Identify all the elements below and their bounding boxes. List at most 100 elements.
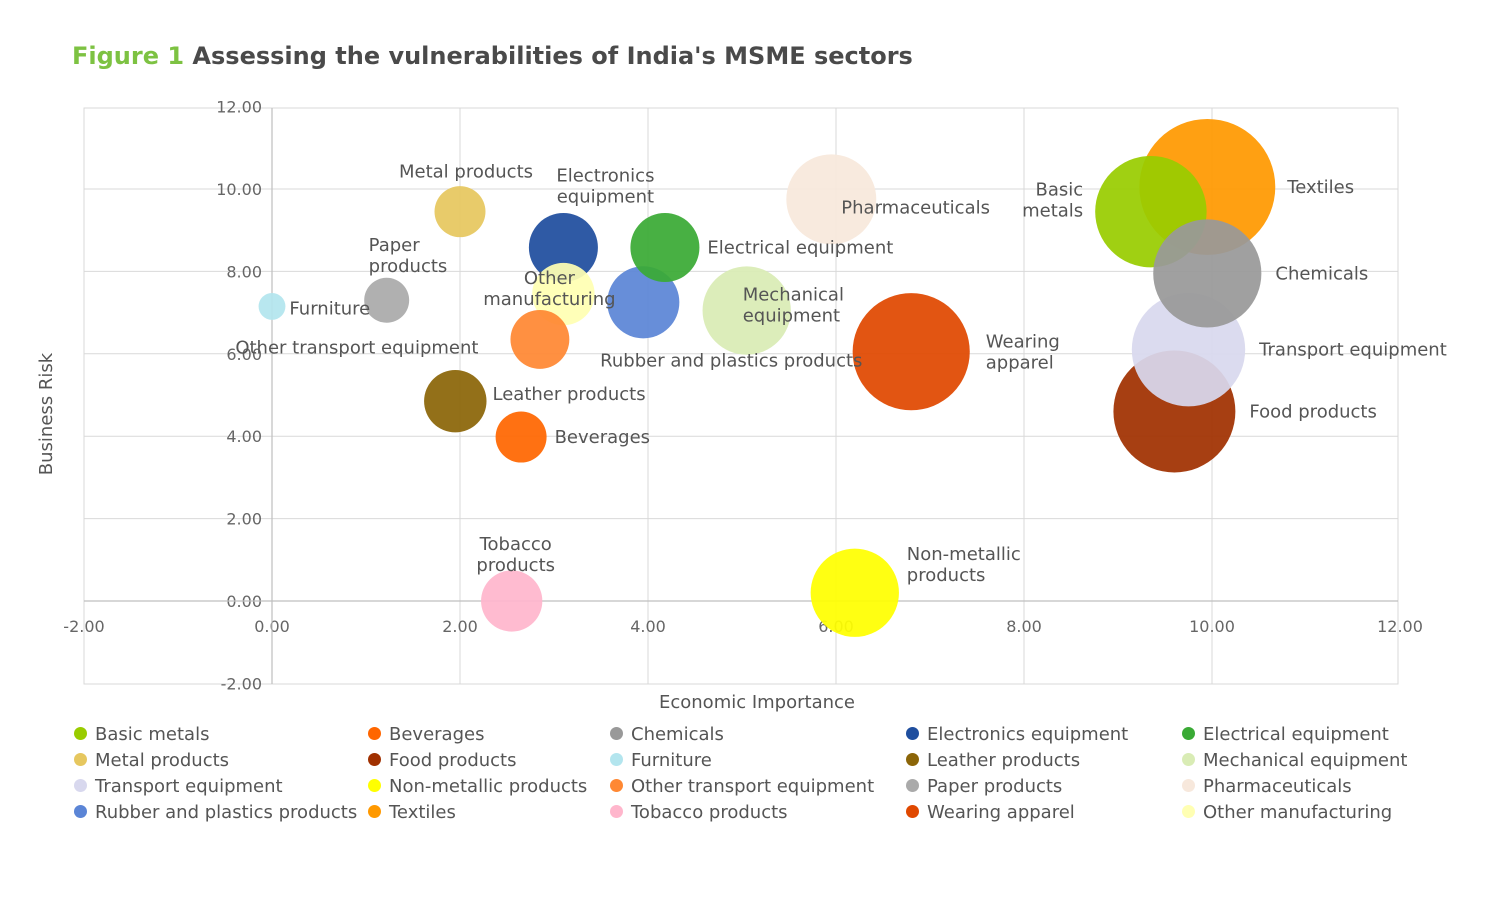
data-label: Food products — [1249, 401, 1377, 422]
data-label: Leather products — [493, 384, 646, 405]
legend-label: Electronics equipment — [927, 724, 1129, 745]
legend-item: Wearing apparel — [906, 802, 1075, 824]
legend-swatch — [368, 753, 381, 766]
y-tick-label: 10.00 — [216, 180, 262, 199]
legend-item: Chemicals — [610, 724, 724, 746]
x-tick-label: -2.00 — [63, 617, 104, 636]
figure-title-text: Assessing the vulnerabilities of India's… — [192, 42, 913, 70]
legend-item: Beverages — [368, 724, 484, 746]
legend-label: Mechanical equipment — [1203, 750, 1408, 771]
bubble — [434, 186, 486, 238]
legend-swatch — [1182, 727, 1195, 740]
legend-item: Basic metals — [74, 724, 209, 746]
data-label: Textiles — [1286, 177, 1354, 198]
data-label: Electrical equipment — [707, 238, 893, 259]
legend-swatch — [610, 779, 623, 792]
data-label: Basic metals — [1022, 180, 1083, 222]
legend-item: Non-metallic products — [368, 776, 587, 798]
data-labels: Basic metals Beverages Chemicals Electronics… — [235, 162, 1446, 586]
legend-item: Transport equipment — [74, 776, 283, 798]
bubble — [630, 212, 700, 283]
legend-swatch — [1182, 753, 1195, 766]
legend-label: Metal products — [95, 750, 230, 771]
figure-number: Figure 1 — [72, 42, 185, 70]
legend-label: Rubber and plastics products — [95, 802, 358, 823]
bubble — [810, 548, 899, 637]
data-label: Furniture — [289, 298, 370, 319]
data-label: Pharmaceuticals — [841, 197, 990, 218]
legend-label: Basic metals — [95, 724, 210, 745]
y-tick-label: 4.00 — [226, 427, 262, 446]
legend-label: Other manufacturing — [1203, 802, 1393, 823]
x-tick-label: 10.00 — [1189, 617, 1235, 636]
legend-swatch — [906, 805, 919, 818]
y-tick-label: 12.00 — [216, 98, 262, 117]
plot-area — [83, 107, 1399, 685]
legend-swatch — [906, 779, 919, 792]
legend-swatch — [1182, 805, 1195, 818]
legend-item: Mechanical equipment — [1182, 750, 1407, 772]
data-label: Non-metallic products — [907, 544, 1021, 586]
legend-label: Food products — [389, 750, 517, 771]
legend-item: Other manufacturing — [1182, 802, 1392, 824]
bubble — [495, 411, 547, 463]
bubble — [424, 369, 487, 433]
legend-swatch — [74, 753, 87, 766]
bubble — [532, 262, 595, 326]
bubble — [786, 154, 877, 245]
data-label: Tobacco products — [476, 534, 555, 576]
legend-swatch — [74, 779, 87, 792]
legend-swatch — [906, 753, 919, 766]
x-tick-label: 8.00 — [1006, 617, 1042, 636]
legend-label: Beverages — [389, 724, 485, 745]
legend-swatch — [610, 805, 623, 818]
data-label: Mechanical equipment — [743, 285, 844, 327]
legend-item: Tobacco products — [610, 802, 788, 824]
x-tick-label: 2.00 — [442, 617, 478, 636]
bubble — [702, 266, 791, 355]
data-label: Other manufacturing — [483, 268, 615, 310]
legend-item: Food products — [368, 750, 517, 772]
legend-item: Paper products — [906, 776, 1062, 798]
x-tick-label: 4.00 — [630, 617, 666, 636]
legend-swatch — [906, 727, 919, 740]
x-tick-label: 12.00 — [1377, 617, 1423, 636]
legend-item: Leather products — [906, 750, 1080, 772]
legend-swatch — [610, 753, 623, 766]
bubble — [510, 309, 570, 369]
bubble — [364, 277, 410, 323]
legend-label: Chemicals — [631, 724, 724, 745]
legend-label: Tobacco products — [631, 802, 788, 823]
bubble — [481, 570, 543, 632]
legend-label: Pharmaceuticals — [1203, 776, 1352, 797]
data-label: Electronics equipment — [556, 166, 654, 208]
legend-item: Rubber and plastics products — [74, 802, 357, 824]
legend-swatch — [74, 805, 87, 818]
bubbles — [258, 118, 1276, 637]
y-tick-label: 6.00 — [226, 345, 262, 364]
data-label: Rubber and plastics products — [600, 350, 862, 371]
bubble — [1153, 219, 1262, 328]
legend-item: Electronics equipment — [906, 724, 1128, 746]
data-label: Beverages — [555, 427, 650, 448]
legend-swatch — [368, 727, 381, 740]
legend-label: Other transport equipment — [631, 776, 875, 797]
y-axis-title: Business Risk — [36, 352, 57, 475]
legend-item: Other transport equipment — [610, 776, 874, 798]
legend-swatch — [1182, 779, 1195, 792]
legend-label: Textiles — [389, 802, 456, 823]
legend-swatch — [368, 805, 381, 818]
legend-item: Electrical equipment — [1182, 724, 1389, 746]
legend-swatch — [610, 727, 623, 740]
legend-label: Furniture — [631, 750, 712, 771]
legend-label: Wearing apparel — [927, 802, 1075, 823]
figure-title: Figure 1 Assessing the vulnerabilities o… — [72, 42, 913, 70]
legend-item: Metal products — [74, 750, 229, 772]
data-label: Other transport equipment — [235, 337, 478, 358]
y-tick-label: -2.00 — [221, 674, 262, 693]
y-tick-label: 8.00 — [226, 262, 262, 281]
legend-item: Pharmaceuticals — [1182, 776, 1352, 798]
data-label: Transport equipment — [1258, 340, 1447, 361]
data-label: Paper products — [369, 235, 448, 277]
